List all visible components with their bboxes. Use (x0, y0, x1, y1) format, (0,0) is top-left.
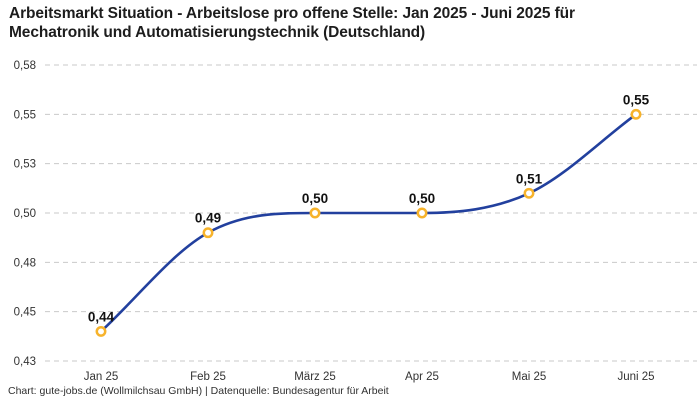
y-axis-tick-label: 0,58 (14, 60, 36, 72)
data-line (99, 113, 638, 333)
data-point-value-label: 0,50 (302, 191, 328, 206)
y-axis-tick-label: 0,55 (14, 109, 36, 121)
data-point-value-label: 0,44 (88, 309, 115, 324)
data-point-marker (630, 108, 642, 120)
y-axis-tick-label: 0,53 (14, 159, 36, 171)
data-point-value-label: 0,49 (195, 211, 221, 226)
data-point-marker (95, 325, 107, 337)
x-axis-tick-label: Juni 25 (617, 371, 654, 383)
x-axis-tick-label: Apr 25 (405, 371, 439, 383)
chart-title: Arbeitsmarkt Situation - Arbeitslose pro… (9, 5, 575, 41)
x-axis-tick-label: Jan 25 (84, 371, 119, 383)
y-axis-tick-label: 0,50 (14, 208, 36, 220)
data-point-value-label: 0,50 (409, 191, 435, 206)
y-axis-tick-label: 0,43 (14, 356, 36, 368)
data-point-marker (523, 187, 535, 199)
y-axis-tick-label: 0,48 (14, 257, 36, 269)
data-point-value-label: 0,51 (516, 171, 543, 186)
data-point-marker (202, 227, 214, 239)
data-point-marker (309, 207, 321, 219)
x-axis-tick-label: März 25 (294, 371, 336, 383)
data-point-value-label: 0,55 (623, 92, 650, 107)
x-axis-tick-label: Feb 25 (190, 371, 226, 383)
chart-attribution: Chart: gute-jobs.de (Wollmilchsau GmbH) … (8, 385, 389, 397)
x-axis-tick-label: Mai 25 (512, 371, 547, 383)
data-point-marker (416, 207, 428, 219)
y-axis-tick-label: 0,45 (14, 307, 36, 319)
